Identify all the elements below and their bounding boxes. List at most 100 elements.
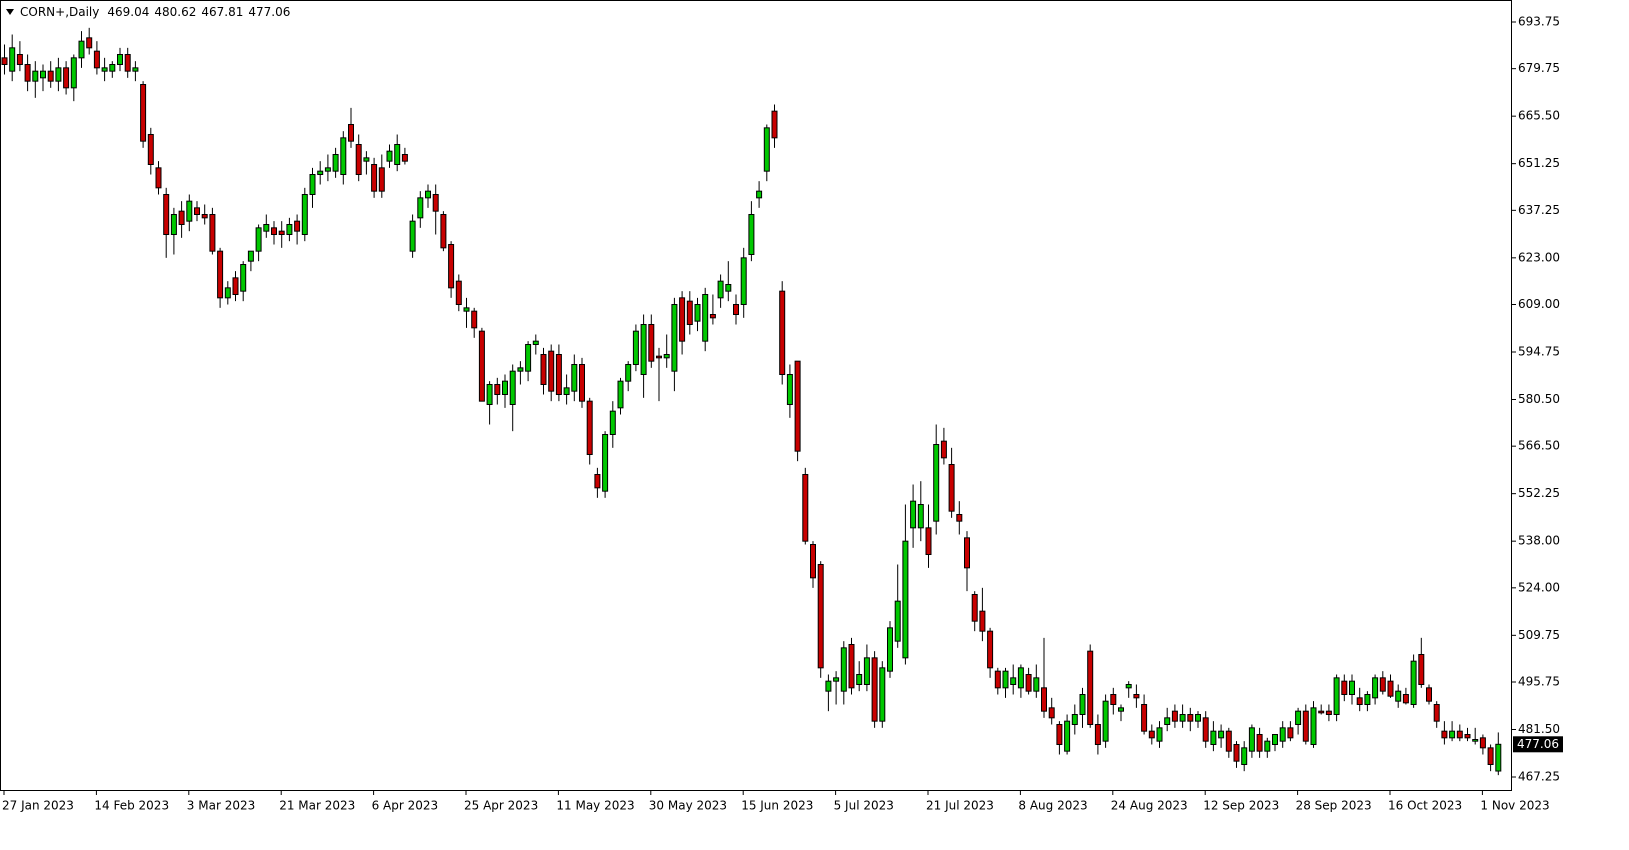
high-value: 480.62: [154, 5, 196, 19]
candle-body: [1102, 700, 1109, 742]
candle-body: [1479, 737, 1486, 749]
candle-body: [47, 70, 54, 82]
candle-body: [1395, 690, 1402, 702]
candle-body: [940, 440, 947, 459]
candle-body: [994, 670, 1001, 689]
candle-body: [55, 67, 62, 82]
candle-body: [625, 364, 632, 382]
candle-body: [1349, 680, 1355, 696]
chart-title: CORN+,Daily: [20, 5, 99, 19]
candle-body: [1, 57, 8, 65]
candle-body: [1402, 694, 1409, 704]
candle-body: [1449, 730, 1456, 739]
candle-body: [471, 310, 478, 329]
candle-body: [1241, 747, 1248, 765]
candle-body: [586, 400, 593, 455]
x-tick-label: 28 Sep 2023: [1296, 799, 1372, 813]
candle-body: [1302, 710, 1309, 742]
candle-body: [632, 330, 639, 365]
y-tick-label: 481.50: [1518, 722, 1560, 736]
candle-body: [709, 314, 716, 319]
candle-body: [1156, 727, 1163, 742]
candle-body: [648, 324, 655, 362]
candle-body: [1333, 677, 1340, 715]
y-tick-label: 509.75: [1518, 628, 1560, 642]
candle-body: [394, 144, 401, 165]
candle-body: [571, 364, 578, 392]
candle-body: [717, 280, 724, 299]
candle-body: [887, 627, 893, 672]
candle-body: [987, 630, 994, 669]
y-tick-label: 594.75: [1518, 345, 1560, 359]
candle-body: [656, 355, 662, 359]
candle-body: [871, 657, 878, 722]
candle-body: [702, 294, 709, 342]
candle-body: [1087, 650, 1094, 726]
candle-body: [163, 194, 170, 235]
candle-body: [1141, 704, 1148, 732]
candle-body: [579, 364, 585, 402]
candle-body: [1364, 694, 1371, 705]
candle-body: [217, 250, 224, 299]
candle-body: [902, 540, 909, 659]
candle-body: [617, 380, 624, 409]
candle-body: [1295, 710, 1302, 726]
candle-body: [594, 474, 601, 489]
candle-body: [1325, 710, 1332, 716]
x-tick-label: 15 Jun 2023: [741, 799, 813, 813]
candle-body: [1017, 667, 1024, 689]
price-tag: [1513, 736, 1563, 753]
open-value: 469.04: [107, 5, 149, 19]
candle-body: [463, 307, 470, 312]
candle-body: [224, 287, 231, 299]
candle-body: [756, 190, 763, 199]
candle-body: [771, 110, 778, 139]
candle-body: [324, 167, 331, 172]
candle-body: [1225, 730, 1232, 752]
candle-body: [1048, 707, 1055, 719]
candle-body: [1426, 687, 1432, 702]
menu-arrow[interactable]: [6, 9, 14, 15]
candle-body: [517, 367, 524, 372]
x-tick-label: 14 Feb 2023: [94, 799, 169, 813]
candle-body: [1472, 739, 1479, 742]
candle-body: [1287, 727, 1294, 739]
candle-body: [725, 284, 732, 292]
candle-body: [117, 54, 123, 65]
candle-body: [733, 304, 739, 315]
candle-body: [93, 50, 100, 69]
candle-body: [840, 647, 847, 692]
candle-body: [425, 190, 431, 199]
candle-body: [525, 344, 532, 372]
close-value: 477.06: [248, 5, 290, 19]
candle-body: [555, 354, 562, 395]
candle-body: [1256, 734, 1263, 752]
candle-body: [1133, 694, 1140, 699]
candle-body: [1387, 680, 1394, 697]
y-tick-label: 495.75: [1518, 675, 1560, 689]
candle-body: [294, 220, 301, 232]
candle-body: [1033, 677, 1040, 692]
candle-body: [663, 354, 670, 359]
candle-body: [170, 214, 177, 235]
candle-body: [478, 330, 485, 402]
x-tick-label: 6 Apr 2023: [372, 799, 439, 813]
header: CORN+,Daily 469.04 480.62 467.81 477.06: [20, 5, 290, 19]
candle-body: [802, 474, 809, 542]
candle-body: [263, 224, 270, 232]
candle-body: [271, 227, 277, 235]
candle-body: [748, 214, 755, 255]
candle-body: [16, 54, 23, 65]
candle-body: [679, 297, 686, 342]
candle-body: [964, 537, 970, 569]
candle-body: [786, 374, 793, 405]
candle-body: [78, 40, 85, 59]
y-tick-label: 538.00: [1518, 534, 1560, 548]
y-tick-label: 566.50: [1518, 439, 1560, 453]
candle-body: [455, 280, 462, 305]
candle-body: [1487, 747, 1494, 765]
candle-body: [532, 340, 539, 345]
candle-body: [1164, 717, 1171, 725]
